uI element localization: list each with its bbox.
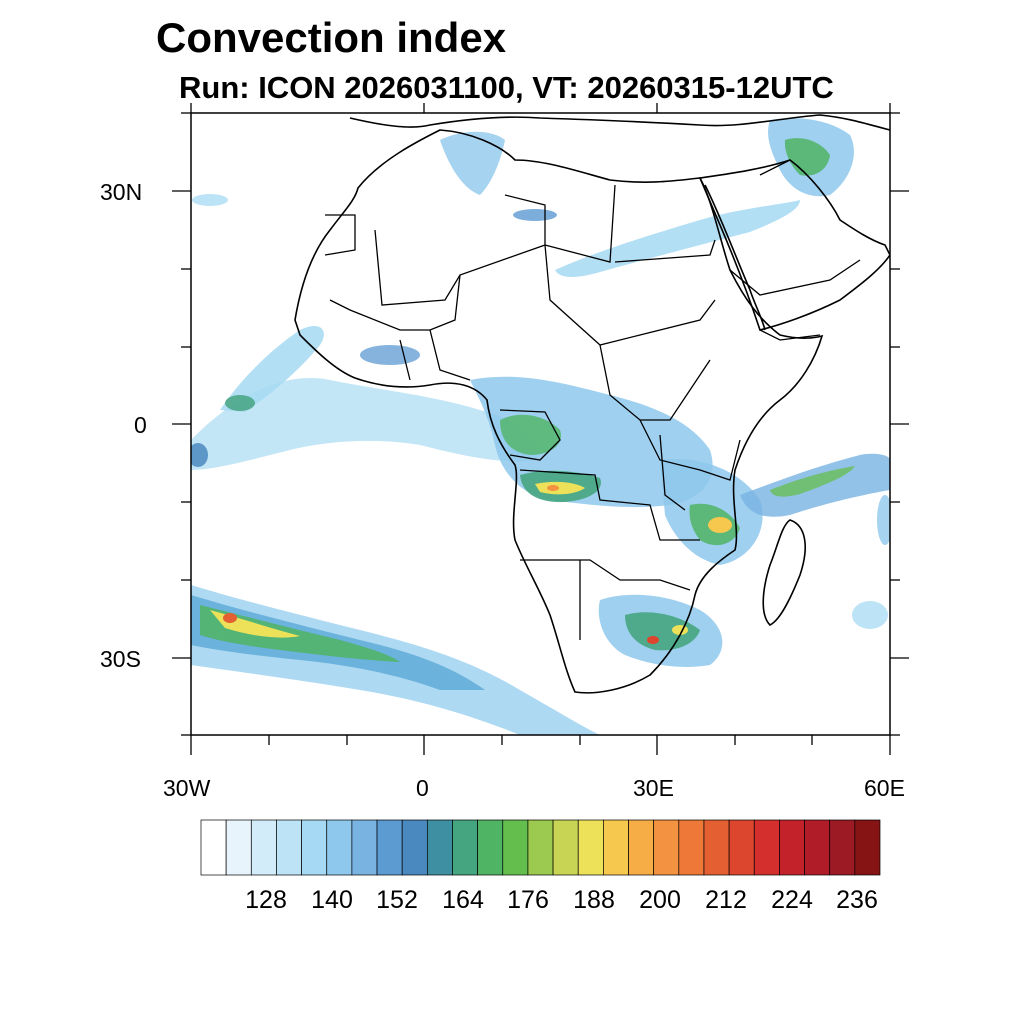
field-angola-yellow bbox=[535, 481, 585, 495]
colorbar-swatch bbox=[854, 819, 881, 876]
field-south-africa-hot bbox=[647, 636, 659, 644]
colorbar-swatch bbox=[477, 819, 504, 876]
colorbar-swatch bbox=[225, 819, 252, 876]
field-indian-ocean-green bbox=[770, 466, 855, 497]
colorbar-swatch bbox=[552, 819, 579, 876]
colorbar-swatch bbox=[276, 819, 302, 876]
field-libya-patch bbox=[513, 209, 557, 221]
colorbar-swatch bbox=[804, 819, 831, 876]
chart-title: Convection index bbox=[156, 14, 507, 61]
field-band-south-atlantic-green bbox=[200, 605, 400, 662]
colorbar-label: 128 bbox=[245, 886, 287, 914]
colorbar-swatch bbox=[200, 819, 227, 876]
chart-subtitle: Run: ICON 2026031100, VT: 20260315-12UTC bbox=[179, 70, 834, 105]
country-borders bbox=[324, 159, 861, 640]
colorbar-swatch bbox=[376, 819, 403, 876]
field-south-africa-green bbox=[625, 612, 700, 651]
colorbar-swatch bbox=[401, 819, 428, 876]
field-mediterranean bbox=[440, 131, 505, 195]
europe-coast bbox=[349, 114, 890, 131]
lat-label-0: 0 bbox=[134, 412, 147, 438]
lat-label-30n: 30N bbox=[100, 179, 143, 205]
colorbar-swatch bbox=[301, 819, 328, 876]
colorbar-label: 188 bbox=[573, 886, 615, 914]
colorbar-swatch bbox=[351, 819, 378, 876]
colorbar-label: 164 bbox=[442, 886, 484, 914]
colorbar-swatch bbox=[326, 819, 353, 876]
lon-label-0: 0 bbox=[416, 775, 429, 801]
lon-label-60e: 60E bbox=[864, 775, 905, 801]
field-arabia-green bbox=[784, 138, 830, 176]
lat-ticks bbox=[172, 112, 909, 736]
field-east-atlantic-tongue bbox=[220, 325, 324, 412]
field-green-patch-atl bbox=[225, 395, 255, 411]
colorbar-swatch bbox=[577, 819, 604, 876]
colorbar-swatch bbox=[628, 819, 655, 876]
colorbar-swatch bbox=[703, 819, 730, 876]
field-sw-indian bbox=[852, 601, 888, 629]
field-gulf-guinea bbox=[191, 378, 540, 470]
colorbar-swatch bbox=[502, 819, 529, 876]
colorbar-label: 152 bbox=[376, 886, 418, 914]
colorbar-label: 200 bbox=[639, 886, 681, 914]
colorbar-label: 176 bbox=[507, 886, 549, 914]
field-hotspot-sa bbox=[223, 613, 237, 623]
colorbar-swatch bbox=[728, 819, 755, 876]
field-mozambique-yellow bbox=[708, 517, 732, 533]
colorbar-swatch bbox=[779, 819, 805, 876]
colorbar-swatch bbox=[678, 819, 705, 876]
colorbar-swatch bbox=[829, 819, 856, 876]
colorbar-swatch bbox=[653, 819, 680, 876]
field-sahara-band bbox=[555, 200, 800, 277]
field-angola-hot bbox=[547, 485, 559, 491]
colorbar-label: 224 bbox=[771, 886, 813, 914]
colorbar-label: 140 bbox=[311, 886, 353, 914]
colorbar bbox=[200, 819, 881, 876]
field-mid-atlantic bbox=[192, 194, 228, 206]
africa-coastline bbox=[294, 129, 824, 694]
lon-label-30w: 30W bbox=[163, 775, 211, 801]
convection-field bbox=[191, 118, 890, 735]
lon-ticks bbox=[190, 103, 891, 755]
colorbar-label: 236 bbox=[836, 886, 878, 914]
colorbar-label: 212 bbox=[705, 886, 747, 914]
colorbar-swatch bbox=[603, 819, 629, 876]
field-green-patch-west bbox=[191, 443, 208, 467]
field-central-africa-green bbox=[500, 414, 561, 455]
lat-label-30s: 30S bbox=[100, 646, 141, 672]
colorbar-swatch bbox=[452, 819, 478, 876]
colorbar-swatch bbox=[527, 819, 554, 876]
madagascar-coastline bbox=[762, 519, 806, 626]
colorbar-swatch bbox=[753, 819, 780, 876]
colorbar-swatch bbox=[426, 819, 453, 876]
field-madagascar-east bbox=[877, 495, 890, 545]
colorbar-swatch bbox=[250, 819, 277, 876]
field-west-africa bbox=[360, 345, 420, 365]
lon-label-30e: 30E bbox=[633, 775, 674, 801]
